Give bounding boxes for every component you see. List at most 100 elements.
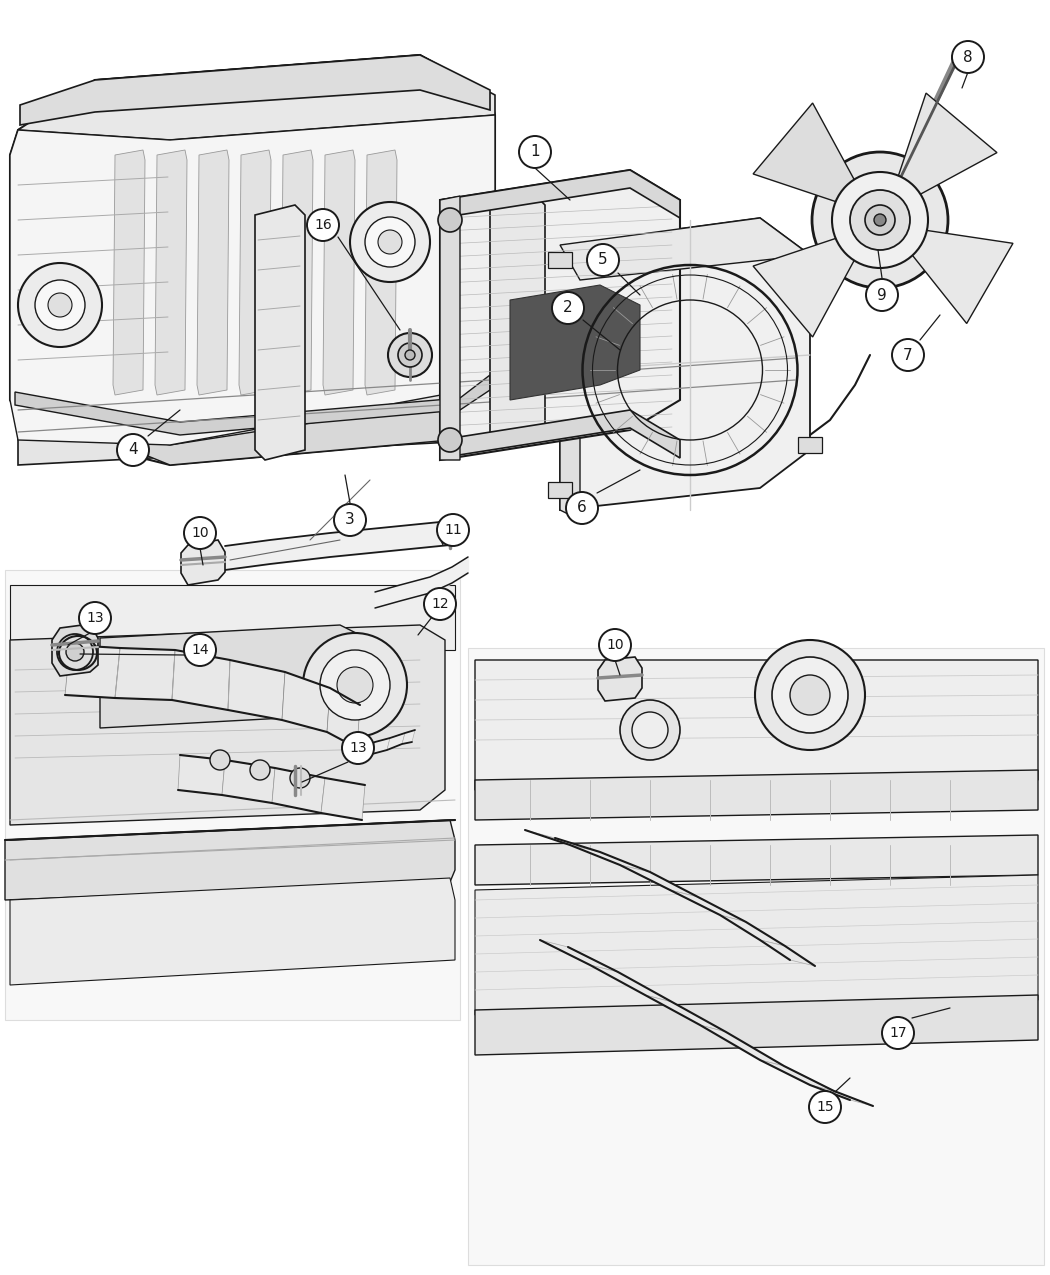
- Circle shape: [874, 214, 886, 226]
- Circle shape: [250, 760, 270, 780]
- Polygon shape: [753, 232, 863, 337]
- Text: 1: 1: [530, 144, 540, 159]
- Polygon shape: [100, 625, 370, 728]
- Polygon shape: [548, 482, 572, 499]
- Circle shape: [398, 343, 422, 367]
- Polygon shape: [548, 252, 572, 268]
- Polygon shape: [720, 915, 785, 946]
- Polygon shape: [10, 625, 445, 825]
- Polygon shape: [475, 660, 1038, 790]
- Polygon shape: [197, 150, 229, 395]
- Circle shape: [405, 351, 415, 360]
- Polygon shape: [440, 170, 680, 218]
- Polygon shape: [490, 195, 545, 445]
- Polygon shape: [172, 650, 230, 710]
- Polygon shape: [620, 864, 698, 898]
- Circle shape: [210, 750, 230, 770]
- Circle shape: [956, 54, 964, 62]
- Polygon shape: [65, 645, 120, 697]
- Circle shape: [342, 732, 374, 764]
- Polygon shape: [10, 878, 455, 986]
- Circle shape: [117, 434, 149, 465]
- Circle shape: [424, 588, 456, 620]
- Polygon shape: [10, 55, 495, 465]
- Text: 5: 5: [598, 252, 608, 268]
- Circle shape: [598, 629, 631, 660]
- Polygon shape: [798, 258, 822, 273]
- Polygon shape: [560, 245, 580, 520]
- Circle shape: [620, 700, 680, 760]
- Circle shape: [334, 504, 366, 536]
- Text: 7: 7: [903, 348, 912, 362]
- Circle shape: [320, 650, 390, 720]
- Circle shape: [337, 667, 373, 703]
- Polygon shape: [598, 657, 642, 701]
- Circle shape: [952, 50, 968, 66]
- Circle shape: [388, 333, 432, 377]
- Polygon shape: [525, 830, 600, 852]
- Text: 9: 9: [877, 287, 887, 302]
- Circle shape: [437, 514, 469, 546]
- Circle shape: [772, 657, 848, 733]
- Polygon shape: [901, 228, 1013, 324]
- Polygon shape: [440, 196, 460, 460]
- Polygon shape: [18, 358, 795, 465]
- Circle shape: [438, 428, 462, 453]
- Text: 13: 13: [86, 611, 104, 625]
- Text: 3: 3: [345, 513, 355, 528]
- Text: 15: 15: [816, 1100, 834, 1114]
- Polygon shape: [18, 55, 495, 140]
- Text: 10: 10: [606, 638, 624, 652]
- Circle shape: [48, 293, 72, 317]
- Polygon shape: [365, 150, 397, 395]
- Circle shape: [438, 208, 462, 232]
- Circle shape: [790, 674, 830, 715]
- Text: 13: 13: [350, 741, 366, 755]
- Polygon shape: [798, 437, 822, 453]
- Circle shape: [378, 230, 402, 254]
- Polygon shape: [540, 940, 618, 972]
- Polygon shape: [475, 875, 1038, 1015]
- Polygon shape: [5, 820, 455, 900]
- Circle shape: [892, 339, 924, 371]
- Polygon shape: [15, 375, 490, 435]
- Circle shape: [184, 516, 216, 550]
- Polygon shape: [272, 768, 326, 813]
- Polygon shape: [590, 965, 672, 1002]
- Circle shape: [832, 172, 928, 268]
- Polygon shape: [892, 93, 998, 203]
- Circle shape: [79, 602, 111, 634]
- Polygon shape: [323, 150, 355, 395]
- Polygon shape: [327, 688, 360, 748]
- Circle shape: [552, 292, 584, 324]
- Text: 2: 2: [563, 301, 573, 315]
- Polygon shape: [116, 648, 175, 700]
- Polygon shape: [760, 1060, 834, 1091]
- Circle shape: [808, 1091, 841, 1123]
- Circle shape: [519, 136, 551, 168]
- Circle shape: [566, 492, 598, 524]
- Polygon shape: [321, 778, 365, 820]
- Polygon shape: [228, 660, 285, 720]
- Circle shape: [303, 632, 407, 737]
- Circle shape: [18, 263, 102, 347]
- Polygon shape: [570, 845, 650, 872]
- Circle shape: [587, 244, 620, 275]
- Polygon shape: [255, 205, 304, 460]
- Polygon shape: [239, 150, 271, 395]
- Polygon shape: [468, 648, 1044, 1265]
- Polygon shape: [281, 150, 313, 395]
- Polygon shape: [440, 411, 680, 458]
- Polygon shape: [10, 585, 455, 650]
- Polygon shape: [475, 770, 1038, 820]
- Polygon shape: [402, 731, 415, 745]
- Text: 12: 12: [432, 597, 448, 611]
- Text: 16: 16: [314, 218, 332, 232]
- Polygon shape: [753, 103, 863, 208]
- Text: 10: 10: [191, 527, 209, 541]
- Polygon shape: [20, 55, 490, 125]
- Polygon shape: [510, 286, 640, 400]
- Circle shape: [350, 201, 430, 282]
- Polygon shape: [113, 150, 145, 395]
- Circle shape: [290, 768, 310, 788]
